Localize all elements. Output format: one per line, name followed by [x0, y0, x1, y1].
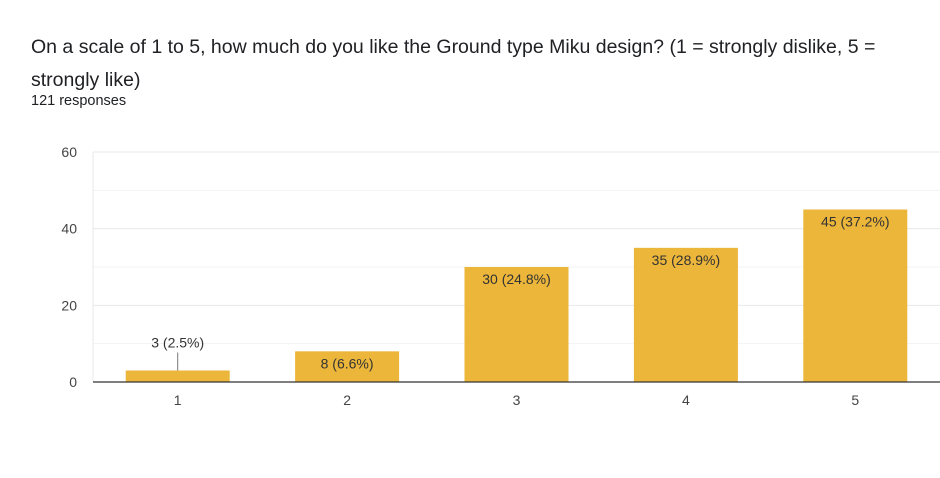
data-label: 35 (28.9%): [652, 252, 720, 268]
x-tick-label: 1: [174, 392, 182, 408]
data-label: 30 (24.8%): [482, 271, 550, 287]
x-tick-label: 5: [851, 392, 859, 408]
bar: [803, 209, 908, 382]
bar: [633, 247, 738, 382]
y-tick-label: 60: [61, 144, 77, 160]
y-tick-label: 0: [69, 374, 77, 390]
question-title: On a scale of 1 to 5, how much do you li…: [31, 36, 876, 91]
y-tick-label: 20: [61, 297, 77, 313]
data-label: 45 (37.2%): [821, 214, 889, 230]
data-label: 8 (6.6%): [321, 355, 374, 371]
bar: [125, 370, 230, 382]
bars: [125, 209, 908, 382]
data-label: 3 (2.5%): [151, 335, 204, 351]
x-tick-label: 3: [513, 392, 521, 408]
labels: 0 20 40 60 3 (2.5%) 1 8 (6.6%) 2 30 (24.8%) 3 35 (…: [61, 144, 889, 408]
bar: [295, 351, 400, 382]
response-count: 121 responses: [31, 93, 127, 109]
x-tick-label: 2: [343, 392, 351, 408]
bar: [464, 267, 569, 382]
y-tick-label: 40: [61, 221, 77, 237]
x-tick-label: 4: [682, 392, 690, 408]
